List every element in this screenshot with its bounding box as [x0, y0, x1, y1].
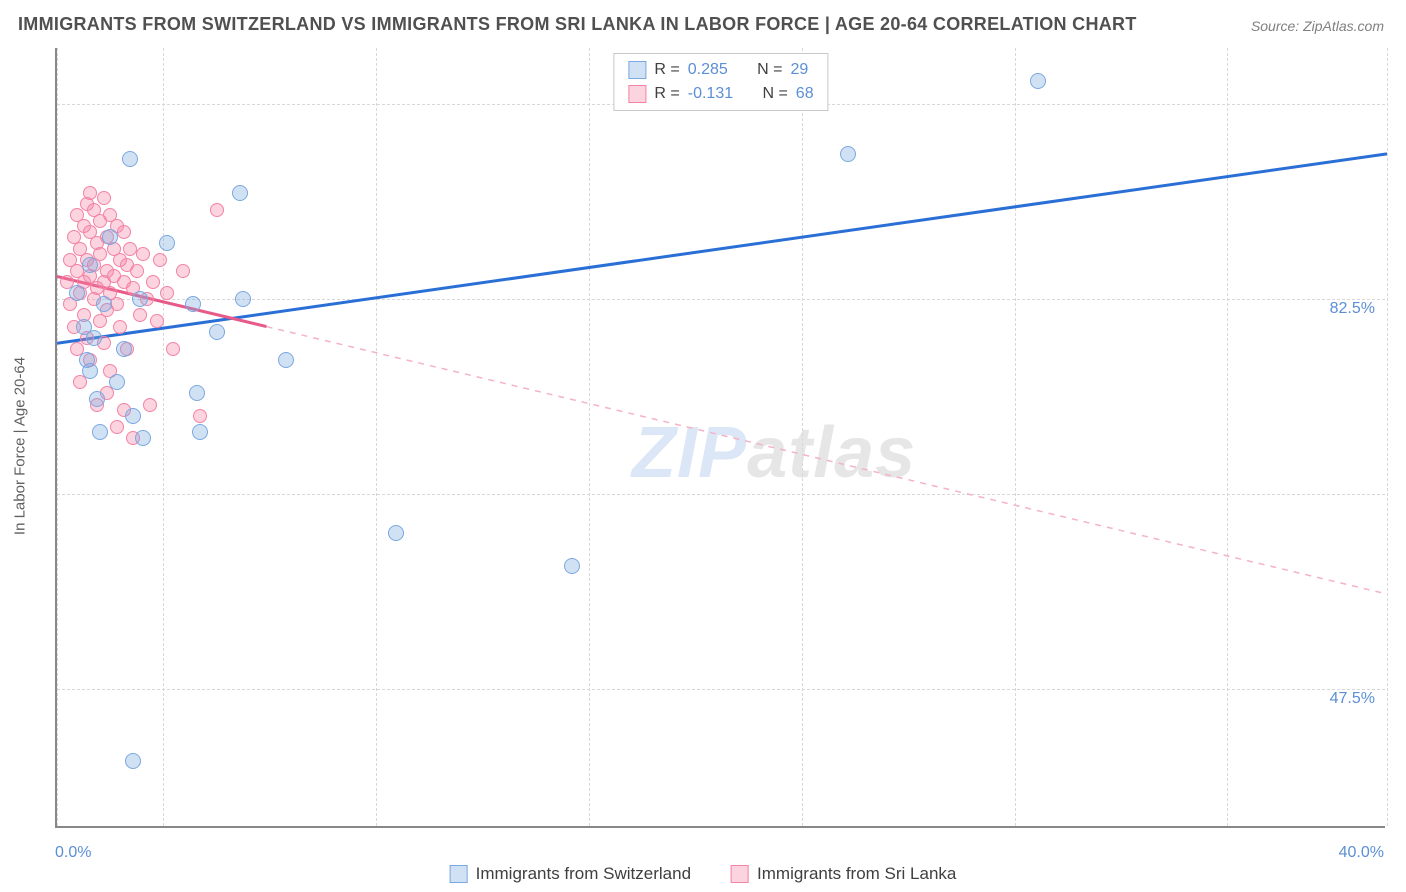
n-label: N =: [762, 82, 787, 106]
data-point: [564, 558, 580, 574]
legend-row: R = 0.285 N = 29: [628, 58, 813, 82]
data-point: [232, 185, 248, 201]
gridline-vertical: [1227, 48, 1228, 826]
y-tick-label: 47.5%: [1330, 690, 1375, 708]
n-label: N =: [757, 58, 782, 82]
legend-swatch: [628, 61, 646, 79]
data-point: [97, 191, 111, 205]
gridline-vertical: [376, 48, 377, 826]
data-point: [113, 320, 127, 334]
series-legend-item: Immigrants from Sri Lanka: [731, 864, 956, 884]
data-point: [122, 151, 138, 167]
gridline-vertical: [1015, 48, 1016, 826]
data-point: [209, 324, 225, 340]
legend-bottom: Immigrants from Switzerland Immigrants fr…: [450, 864, 957, 884]
data-point: [117, 225, 131, 239]
gridline-horizontal: [57, 689, 1385, 690]
gridline-vertical: [163, 48, 164, 826]
data-point: [159, 235, 175, 251]
data-point: [96, 296, 112, 312]
data-point: [136, 247, 150, 261]
n-value: 29: [790, 58, 808, 82]
data-point: [92, 424, 108, 440]
correlation-legend: R = 0.285 N = 29 R = -0.131 N = 68: [613, 53, 828, 111]
data-point: [125, 753, 141, 769]
data-point: [143, 398, 157, 412]
data-point: [82, 257, 98, 273]
x-tick-label: 40.0%: [1339, 844, 1384, 862]
y-tick-label: 82.5%: [1330, 300, 1375, 318]
data-point: [388, 525, 404, 541]
data-point: [153, 253, 167, 267]
legend-swatch: [628, 85, 646, 103]
gridline-horizontal: [57, 494, 1385, 495]
series-legend-item: Immigrants from Switzerland: [450, 864, 691, 884]
watermark-atlas: atlas: [747, 413, 916, 493]
source-label: Source: ZipAtlas.com: [1251, 18, 1384, 34]
legend-swatch: [450, 865, 468, 883]
series-name: Immigrants from Sri Lanka: [757, 864, 956, 884]
plot-area: ZIPatlas 47.5% 82.5% R = 0.285 N = 29 R =…: [55, 48, 1385, 828]
legend-swatch: [731, 865, 749, 883]
data-point: [82, 363, 98, 379]
data-point: [130, 264, 144, 278]
series-name: Immigrants from Switzerland: [476, 864, 691, 884]
data-point: [1030, 73, 1046, 89]
chart-title: IMMIGRANTS FROM SWITZERLAND VS IMMIGRANT…: [18, 14, 1137, 35]
watermark-zip: ZIP: [632, 413, 747, 493]
data-point: [150, 314, 164, 328]
chart-container: IMMIGRANTS FROM SWITZERLAND VS IMMIGRANT…: [0, 0, 1406, 892]
legend-row: R = -0.131 N = 68: [628, 82, 813, 106]
gridline-horizontal: [57, 299, 1385, 300]
data-point: [102, 229, 118, 245]
data-point: [176, 264, 190, 278]
data-point: [192, 424, 208, 440]
gridline-vertical: [57, 48, 58, 826]
gridline-vertical: [802, 48, 803, 826]
r-value: -0.131: [688, 82, 733, 106]
data-point: [133, 308, 147, 322]
gridline-vertical: [1387, 48, 1388, 826]
data-point: [185, 296, 201, 312]
data-point: [189, 385, 205, 401]
data-point: [146, 275, 160, 289]
data-point: [110, 420, 124, 434]
data-point: [278, 352, 294, 368]
data-point: [109, 374, 125, 390]
gridline-vertical: [589, 48, 590, 826]
data-point: [160, 286, 174, 300]
data-point: [235, 291, 251, 307]
r-label: R =: [654, 58, 679, 82]
data-point: [125, 408, 141, 424]
y-axis-title: In Labor Force | Age 20-64: [12, 357, 29, 535]
data-point: [89, 391, 105, 407]
data-point: [132, 291, 148, 307]
data-point: [166, 342, 180, 356]
data-point: [110, 297, 124, 311]
data-point: [840, 146, 856, 162]
data-point: [116, 341, 132, 357]
data-point: [135, 430, 151, 446]
data-point: [86, 330, 102, 346]
x-tick-label: 0.0%: [55, 844, 91, 862]
data-point: [123, 242, 137, 256]
r-label: R =: [654, 82, 679, 106]
trend-overlay: [57, 48, 1387, 828]
data-point: [83, 186, 97, 200]
data-point: [210, 203, 224, 217]
r-value: 0.285: [688, 58, 728, 82]
data-point: [69, 285, 85, 301]
n-value: 68: [796, 82, 814, 106]
watermark: ZIPatlas: [632, 412, 916, 494]
data-point: [193, 409, 207, 423]
